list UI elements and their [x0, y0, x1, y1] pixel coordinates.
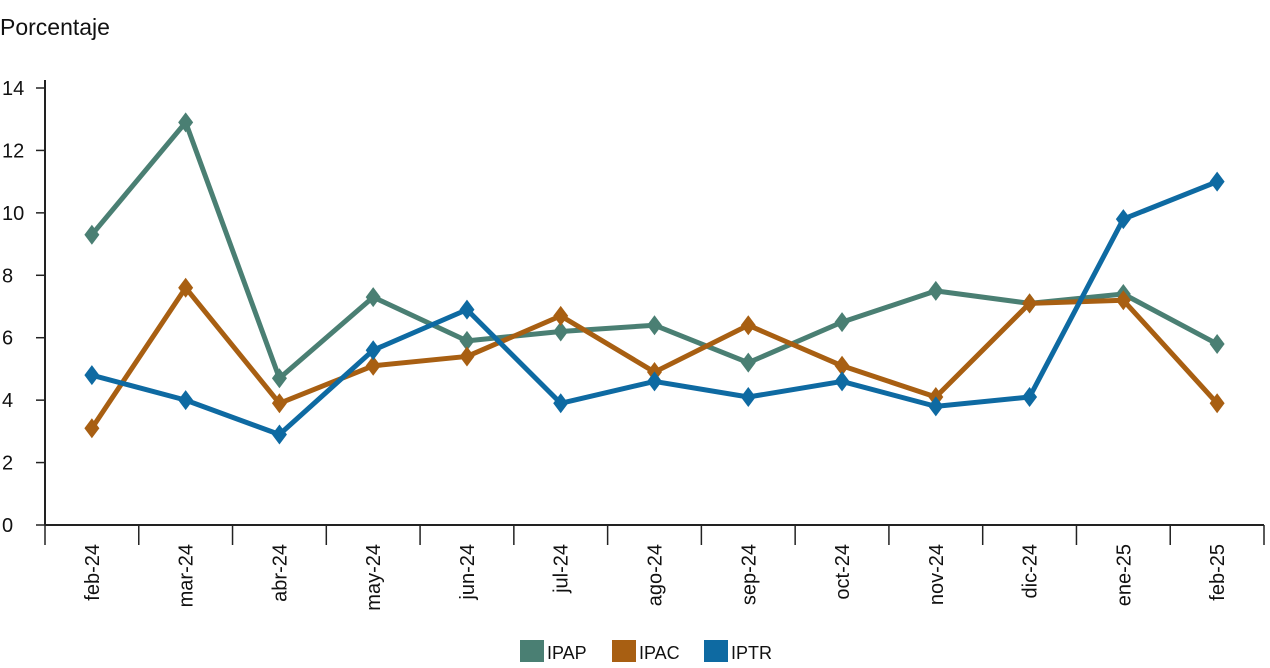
x-tick-label: may-24	[363, 544, 385, 611]
y-tick-label: 0	[2, 515, 13, 537]
data-point-marker	[647, 371, 662, 392]
axes	[44, 80, 1264, 526]
data-point-marker	[178, 112, 194, 133]
legend-label: IPTR	[731, 643, 772, 663]
data-point-marker	[553, 305, 569, 326]
data-point-marker	[178, 390, 194, 411]
data-point-marker	[459, 330, 475, 351]
data-point-marker	[365, 287, 381, 308]
y-axis-label: Porcentaje	[0, 14, 110, 40]
data-point-marker	[84, 418, 100, 439]
legend: IPAP IPAC IPTR	[520, 640, 772, 663]
data-point-marker	[1115, 290, 1131, 311]
y-tick-label: 4	[2, 390, 13, 412]
data-point-marker	[740, 315, 756, 336]
x-tick-label: oct-24	[832, 544, 854, 600]
x-tick-label: ago-24	[645, 544, 667, 606]
data-point-marker	[834, 312, 850, 333]
data-point-marker	[834, 355, 850, 376]
data-point-marker	[834, 371, 850, 392]
legend-label: IPAP	[547, 643, 587, 663]
x-tick-label: feb-24	[82, 544, 104, 601]
series-line	[89, 119, 1219, 381]
x-tick-label: dic-24	[1020, 544, 1042, 598]
y-tick-label: 6	[2, 328, 13, 350]
y-tick-label: 10	[2, 203, 24, 225]
data-point-marker	[271, 368, 287, 389]
x-ticks: feb-24 mar-24 abr-24 may-24 jun-24 jul-24 ago-…	[44, 525, 1265, 611]
data-point-marker	[365, 355, 381, 376]
data-point-marker	[740, 387, 756, 408]
y-tick-label: 2	[2, 453, 13, 475]
data-point-marker	[928, 396, 944, 417]
data-point-marker	[1209, 171, 1225, 192]
data-point-marker	[647, 315, 662, 336]
legend-swatch	[520, 640, 544, 662]
legend-swatch	[704, 640, 728, 662]
data-point-marker	[271, 424, 287, 445]
data-point-marker	[553, 393, 569, 414]
x-tick-label: feb-25	[1207, 544, 1229, 601]
data-point-marker	[459, 299, 475, 320]
data-point-marker	[1022, 293, 1038, 314]
series-iptr	[84, 171, 1225, 445]
data-point-marker	[740, 352, 756, 373]
series-line	[91, 179, 1219, 437]
x-tick-label: mar-24	[176, 544, 198, 607]
series-ipac	[84, 277, 1225, 439]
data-point-marker	[84, 224, 100, 245]
data-point-marker	[365, 340, 381, 361]
y-tick-label: 8	[2, 265, 13, 287]
x-tick-label: nov-24	[926, 544, 948, 605]
x-tick-label: jun-24	[457, 544, 479, 601]
data-point-marker	[928, 280, 944, 301]
data-point-marker	[553, 321, 569, 342]
y-ticks: 0 2 4 6 8 10 12 14	[2, 78, 45, 537]
y-tick-label: 12	[2, 140, 24, 162]
legend-swatch	[612, 640, 636, 662]
data-point-marker	[1209, 333, 1225, 354]
data-point-marker	[1022, 387, 1038, 408]
legend-label: IPAC	[639, 643, 680, 663]
x-tick-label: sep-24	[738, 544, 760, 605]
data-point-marker	[1115, 209, 1131, 230]
x-tick-label: abr-24	[269, 544, 291, 602]
series-group	[84, 112, 1225, 445]
data-point-marker	[1209, 393, 1225, 414]
data-point-marker	[178, 277, 194, 298]
data-point-marker	[271, 393, 287, 414]
x-tick-label: ene-25	[1113, 544, 1135, 606]
y-tick-label: 14	[2, 78, 24, 100]
data-point-marker	[84, 365, 100, 386]
data-point-marker	[459, 346, 475, 367]
x-tick-label: jul-24	[551, 544, 573, 594]
